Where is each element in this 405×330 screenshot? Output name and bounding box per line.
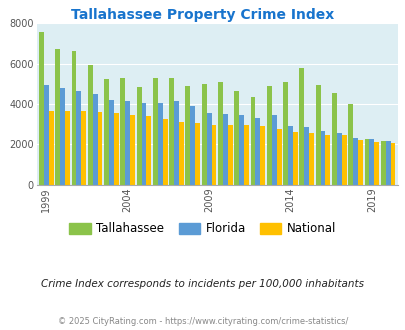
Bar <box>195 123 200 185</box>
Bar <box>65 111 70 185</box>
Bar <box>153 78 158 185</box>
Text: Crime Index corresponds to incidents per 100,000 inhabitants: Crime Index corresponds to incidents per… <box>41 279 364 289</box>
Bar <box>169 78 174 185</box>
Bar <box>211 124 216 185</box>
Text: © 2025 CityRating.com - https://www.cityrating.com/crime-statistics/: © 2025 CityRating.com - https://www.city… <box>58 317 347 326</box>
Bar <box>352 138 357 185</box>
Bar <box>292 132 297 185</box>
Bar <box>158 103 162 185</box>
Bar <box>125 101 130 185</box>
Bar <box>104 79 109 185</box>
Bar <box>260 126 264 185</box>
Bar <box>373 142 378 185</box>
Bar <box>97 112 102 185</box>
Bar <box>222 114 227 185</box>
Bar <box>303 127 309 185</box>
Bar <box>120 78 125 185</box>
Bar <box>309 133 313 185</box>
Bar <box>39 32 44 185</box>
Bar <box>320 131 325 185</box>
Bar <box>271 115 276 185</box>
Bar <box>49 111 53 185</box>
Text: Tallahassee Property Crime Index: Tallahassee Property Crime Index <box>71 8 334 22</box>
Bar <box>380 141 385 185</box>
Bar <box>250 97 255 185</box>
Bar <box>141 103 146 185</box>
Bar <box>385 141 390 185</box>
Bar <box>239 115 243 185</box>
Bar <box>71 51 76 185</box>
Bar <box>282 82 287 185</box>
Bar <box>357 140 362 185</box>
Bar <box>255 118 260 185</box>
Bar <box>298 68 303 185</box>
Bar <box>390 143 394 185</box>
Bar <box>364 139 369 185</box>
Bar <box>113 113 118 185</box>
Bar <box>201 84 206 185</box>
Bar <box>287 126 292 185</box>
Bar <box>162 119 167 185</box>
Bar <box>234 91 239 185</box>
Bar <box>109 100 113 185</box>
Bar <box>44 85 49 185</box>
Bar <box>341 136 346 185</box>
Bar <box>331 93 336 185</box>
Bar <box>217 82 222 185</box>
Bar <box>347 104 352 185</box>
Bar <box>243 125 248 185</box>
Bar <box>130 115 135 185</box>
Bar <box>60 88 65 185</box>
Bar <box>174 101 179 185</box>
Bar <box>206 113 211 185</box>
Bar <box>136 87 141 185</box>
Bar <box>179 122 183 185</box>
Bar <box>76 91 81 185</box>
Bar <box>190 106 195 185</box>
Legend: Tallahassee, Florida, National: Tallahassee, Florida, National <box>64 217 341 240</box>
Bar <box>315 85 320 185</box>
Bar <box>146 116 151 185</box>
Bar <box>227 125 232 185</box>
Bar <box>185 86 190 185</box>
Bar <box>266 86 271 185</box>
Bar <box>92 94 97 185</box>
Bar <box>276 129 281 185</box>
Bar <box>55 49 60 185</box>
Bar <box>369 139 373 185</box>
Bar <box>87 65 92 185</box>
Bar <box>81 111 86 185</box>
Bar <box>336 133 341 185</box>
Bar <box>325 135 330 185</box>
